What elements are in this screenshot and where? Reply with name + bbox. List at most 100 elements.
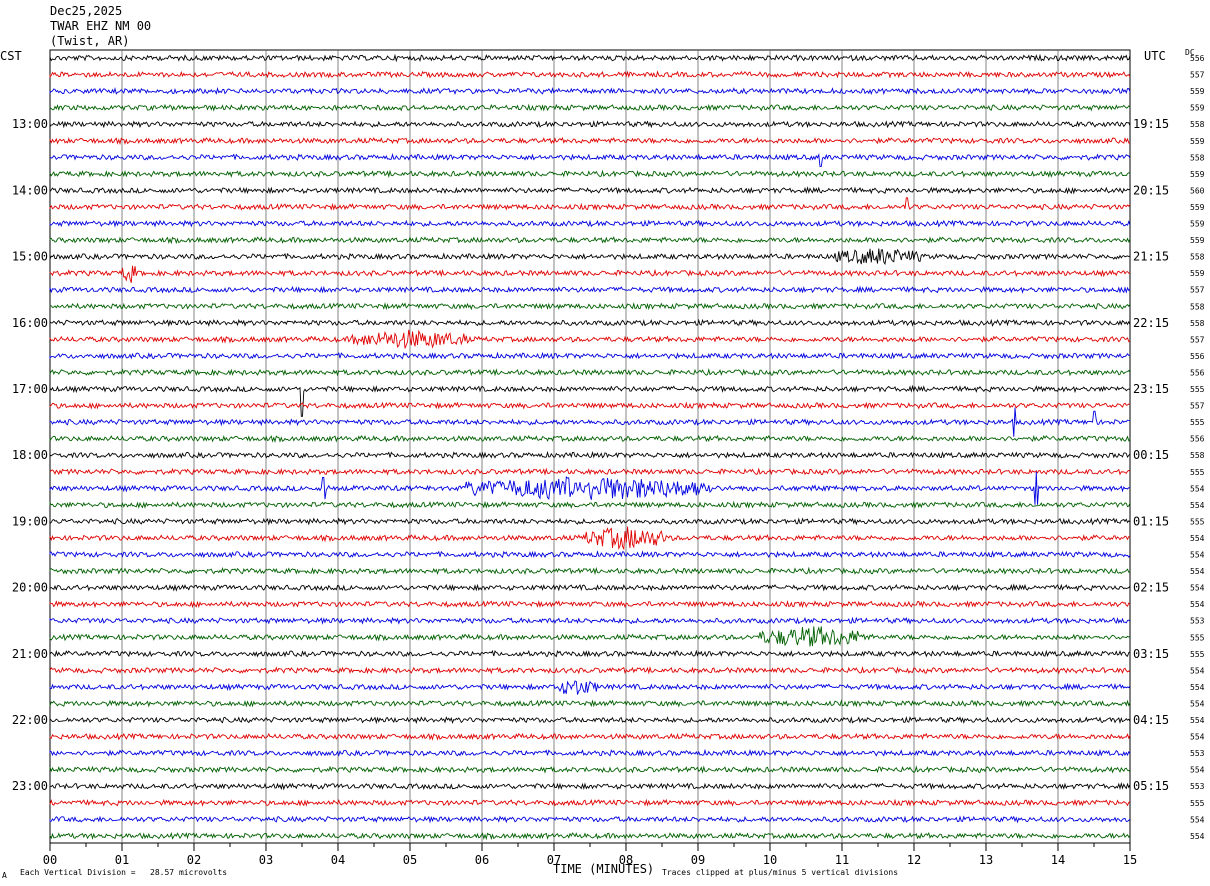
cst-hour-label: 15:00	[12, 250, 48, 264]
seismic-trace	[49, 798, 1131, 807]
x-tick-label: 10	[763, 853, 777, 867]
utc-hour-label: 04:15	[1133, 713, 1169, 727]
dc-offset-label: 558	[1190, 451, 1205, 460]
seismic-trace	[49, 302, 1131, 311]
utc-hour-label: 02:15	[1133, 581, 1169, 595]
dc-offset-label: 554	[1190, 600, 1205, 609]
cst-hour-label: 13:00	[12, 117, 48, 131]
dc-offset-label: 555	[1190, 418, 1205, 427]
utc-hour-label: 21:15	[1133, 250, 1169, 264]
seismic-trace	[49, 471, 1130, 505]
dc-offset-label: 558	[1190, 302, 1205, 311]
dc-offset-label: 558	[1190, 153, 1205, 162]
dc-offset-label: 559	[1190, 104, 1205, 113]
seismic-trace	[49, 136, 1131, 146]
dc-header: DC	[1185, 48, 1195, 57]
dc-offset-label: 554	[1190, 551, 1205, 560]
dc-offset-label: 554	[1190, 567, 1205, 576]
utc-hour-label: 01:15	[1133, 514, 1169, 528]
seismic-trace	[49, 219, 1131, 228]
plot-frame	[49, 49, 1131, 844]
dc-offset-label: 557	[1190, 71, 1205, 80]
seismic-trace	[49, 831, 1131, 841]
seismic-trace	[49, 583, 1131, 592]
seismic-trace	[49, 732, 1131, 741]
dc-offset-label: 558	[1190, 253, 1205, 262]
dc-offset-label: 554	[1190, 766, 1205, 775]
seismic-trace	[49, 526, 1131, 551]
seismic-trace	[49, 665, 1131, 675]
x-tick-label: 09	[691, 853, 705, 867]
seismic-trace	[49, 815, 1131, 824]
dc-offset-label: 554	[1190, 832, 1205, 841]
seismic-trace	[49, 748, 1131, 757]
seismic-trace	[49, 626, 1131, 647]
seismic-trace	[49, 680, 1131, 695]
dc-offset-label: 559	[1190, 236, 1205, 245]
dc-offset-label: 556	[1190, 435, 1205, 444]
seismic-trace	[49, 450, 1131, 459]
dc-offset-label: 555	[1190, 799, 1205, 808]
scale-note: Each Vertical Division = 28.57 microvolt…	[20, 868, 228, 877]
cst-hour-label: 16:00	[12, 316, 48, 330]
dc-offset-label: 553	[1190, 617, 1205, 626]
cst-label: CST	[0, 49, 22, 63]
x-tick-label: 00	[43, 853, 57, 867]
seismic-trace	[49, 103, 1131, 112]
utc-hour-label: 00:15	[1133, 448, 1169, 462]
utc-hour-label: 23:15	[1133, 382, 1169, 396]
dc-offset-label: 559	[1190, 87, 1205, 96]
dc-offset-label: 557	[1190, 286, 1205, 295]
dc-offset-label: 559	[1190, 220, 1205, 229]
dc-offset-label: 559	[1190, 203, 1205, 212]
seismic-trace	[49, 169, 1131, 178]
seismic-trace	[49, 248, 1131, 266]
utc-hour-label: 20:15	[1133, 183, 1169, 197]
x-tick-label: 02	[187, 853, 201, 867]
dc-offset-label: 554	[1190, 584, 1205, 593]
seismic-trace	[49, 53, 1131, 63]
seismic-trace	[49, 285, 1131, 294]
x-tick-label: 15	[1123, 853, 1137, 867]
dc-offset-label: 555	[1190, 633, 1205, 642]
x-tick-label: 05	[403, 853, 417, 867]
cst-hour-label: 23:00	[12, 779, 48, 793]
dc-offset-label: 553	[1190, 749, 1205, 758]
dc-offset-label: 556	[1190, 54, 1205, 63]
x-tick-label: 06	[475, 853, 489, 867]
dc-offset-label: 554	[1190, 815, 1205, 824]
dc-offset-label: 553	[1190, 782, 1205, 791]
dc-offset-label: 555	[1190, 468, 1205, 477]
dc-offset-label: 557	[1190, 335, 1205, 344]
seismic-trace	[49, 715, 1131, 725]
label-group: 00 01 02 03 04 05 06 07 08 09 10 11 12 13 14 15 556 557 55…	[12, 54, 1205, 867]
cst-hour-label: 17:00	[12, 382, 48, 396]
x-tick-label: 14	[1051, 853, 1065, 867]
cst-hour-label: 21:00	[12, 647, 48, 661]
seismic-trace	[49, 351, 1131, 360]
dc-offset-label: 555	[1190, 385, 1205, 394]
x-axis-title: TIME (MINUTES)	[553, 862, 655, 876]
seismic-trace	[49, 86, 1131, 96]
seismic-trace	[49, 699, 1131, 708]
seismic-trace	[49, 599, 1131, 609]
seismic-trace	[49, 186, 1131, 195]
cst-hour-label: 20:00	[12, 581, 48, 595]
utc-hour-label: 05:15	[1133, 779, 1169, 793]
x-tick-label: 13	[979, 853, 993, 867]
dc-offset-label: 560	[1190, 186, 1205, 195]
seismic-trace	[49, 368, 1131, 377]
seismic-trace	[49, 384, 1131, 417]
grid	[49, 49, 1131, 851]
dc-offset-label: 555	[1190, 650, 1205, 659]
cst-hour-label: 14:00	[12, 183, 48, 197]
seismic-trace	[49, 401, 1131, 410]
dc-offset-label: 558	[1190, 319, 1205, 328]
dc-offset-label: 559	[1190, 170, 1205, 179]
dc-offset-label: 554	[1190, 683, 1205, 692]
dc-offset-label: 557	[1190, 402, 1205, 411]
seismic-trace	[49, 517, 1131, 526]
cst-hour-label: 18:00	[12, 448, 48, 462]
seismic-trace	[49, 329, 1131, 349]
seismic-trace	[49, 120, 1131, 129]
